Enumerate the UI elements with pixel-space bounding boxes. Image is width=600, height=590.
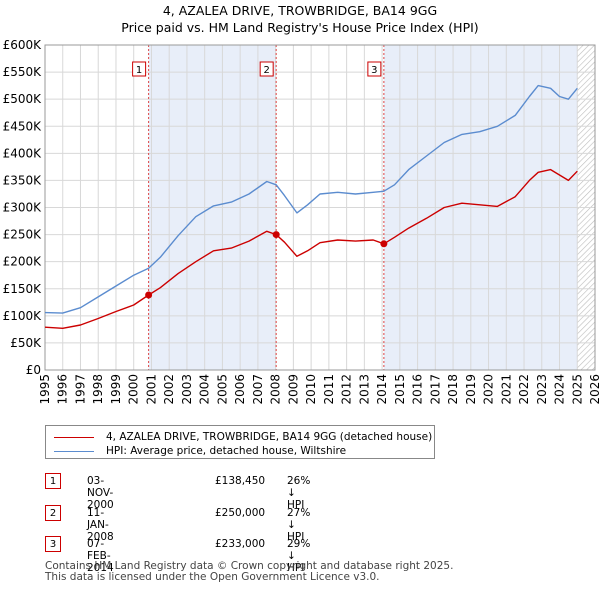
x-tick-label: 2024 <box>553 374 567 405</box>
sale-point <box>380 240 388 248</box>
x-tick-label: 2007 <box>251 374 265 405</box>
chart-title: 4, AZALEA DRIVE, TROWBRIDGE, BA14 9GG <box>162 3 438 18</box>
x-tick-label: 2009 <box>286 374 300 405</box>
x-tick-label: 2005 <box>215 374 229 405</box>
sale-marker-label: 2 <box>263 65 269 76</box>
x-tick-label: 2017 <box>428 374 442 405</box>
legend-swatch-hpi <box>54 450 94 452</box>
transaction-price: £250,000 <box>215 507 266 519</box>
sale-marker-box <box>259 61 274 77</box>
x-tick-label: 2025 <box>570 374 584 405</box>
x-tick-label: 1997 <box>73 374 87 405</box>
sale-marker-box <box>132 61 147 77</box>
sale-marker-box <box>367 61 382 77</box>
plot-frame <box>44 44 596 371</box>
y-tick-label: £250K <box>3 228 43 242</box>
y-tick-label: £600K <box>3 38 43 52</box>
y-tick-label: £150K <box>3 282 43 296</box>
footer-licence: This data is licensed under the Open Gov… <box>45 571 380 583</box>
x-tick-label: 2011 <box>322 374 336 405</box>
y-tick-label: £500K <box>3 92 43 106</box>
transaction-date: 11-JAN-2008 <box>87 507 114 543</box>
x-tick-label: 2020 <box>482 374 496 405</box>
transaction-badge: 3 <box>45 536 61 552</box>
chart-subtitle: Price paid vs. HM Land Registry's House … <box>121 20 479 35</box>
x-tick-label: 2008 <box>269 374 283 405</box>
x-tick-label: 2022 <box>517 374 531 405</box>
sale-point <box>145 291 153 299</box>
x-tick-label: 2004 <box>198 374 212 405</box>
x-tick-label: 1995 <box>38 374 52 405</box>
x-tick-label: 1998 <box>91 374 105 405</box>
x-tick-label: 2018 <box>446 374 460 405</box>
price-chart: £0 £50K £100K £150K £200K £250K £300K £350K £400… <box>3 38 600 405</box>
transaction-hpi-diff: 27% ↓ HPI <box>287 507 311 543</box>
x-tick-label: 1996 <box>56 374 70 405</box>
transaction-date: 03-NOV-2000 <box>87 475 114 511</box>
x-tick-label: 2001 <box>144 374 158 405</box>
footer-note: Contains HM Land Registry data © Crown c… <box>45 561 453 583</box>
x-tick-label: 2014 <box>375 374 389 405</box>
transaction-badge: 1 <box>45 473 61 489</box>
y-tick-label: £350K <box>3 173 43 187</box>
transaction-price: £138,450 <box>215 475 266 487</box>
x-tick-label: 2026 <box>588 374 600 405</box>
sale-marker-label: 1 <box>136 65 142 76</box>
legend: 4, AZALEA DRIVE, TROWBRIDGE, BA14 9GG (d… <box>45 425 435 459</box>
legend-label-hpi: HPI: Average price, detached house, Wilt… <box>106 445 347 457</box>
transaction-hpi-diff: 26% ↓ HPI <box>287 475 311 511</box>
y-tick-label: £550K <box>3 65 43 79</box>
legend-item-property: 4, AZALEA DRIVE, TROWBRIDGE, BA14 9GG (d… <box>54 430 432 444</box>
hpi-line <box>44 84 578 314</box>
legend-item-hpi: HPI: Average price, detached house, Wilt… <box>54 444 346 458</box>
footer-copyright: Contains HM Land Registry data © Crown c… <box>45 560 454 572</box>
transaction-date: 07-FEB-2014 <box>87 538 114 574</box>
y-tick-label: £300K <box>3 201 43 215</box>
transaction-badge: 2 <box>45 505 61 521</box>
transaction-hpi-diff: 29% ↓ HPI <box>287 538 311 574</box>
x-tick-label: 2002 <box>162 374 176 405</box>
x-tick-label: 2012 <box>340 374 354 405</box>
x-tick-label: 2003 <box>180 374 194 405</box>
x-tick-label: 2013 <box>357 374 371 405</box>
x-tick-label: 2010 <box>304 374 318 405</box>
legend-swatch-property <box>54 436 94 438</box>
sale-point <box>272 231 280 239</box>
x-tick-label: 1999 <box>109 374 123 405</box>
x-tick-label: 2000 <box>127 374 141 405</box>
x-tick-label: 2021 <box>499 374 513 405</box>
y-tick-label: £200K <box>3 255 43 269</box>
sale-marker-label: 3 <box>371 65 377 76</box>
y-tick-label: £450K <box>3 119 43 133</box>
y-tick-label: £50K <box>10 336 42 350</box>
y-tick-label: £400K <box>3 146 43 160</box>
x-tick-label: 2015 <box>393 374 407 405</box>
y-tick-label: £100K <box>3 309 43 323</box>
x-tick-label: 2016 <box>411 374 425 405</box>
transaction-price: £233,000 <box>215 538 266 550</box>
legend-label-property: 4, AZALEA DRIVE, TROWBRIDGE, BA14 9GG (d… <box>106 431 433 443</box>
x-tick-label: 2019 <box>464 374 478 405</box>
y-tick-label: £0 <box>26 363 41 377</box>
x-tick-label: 2006 <box>233 374 247 405</box>
x-tick-label: 2023 <box>535 374 549 405</box>
